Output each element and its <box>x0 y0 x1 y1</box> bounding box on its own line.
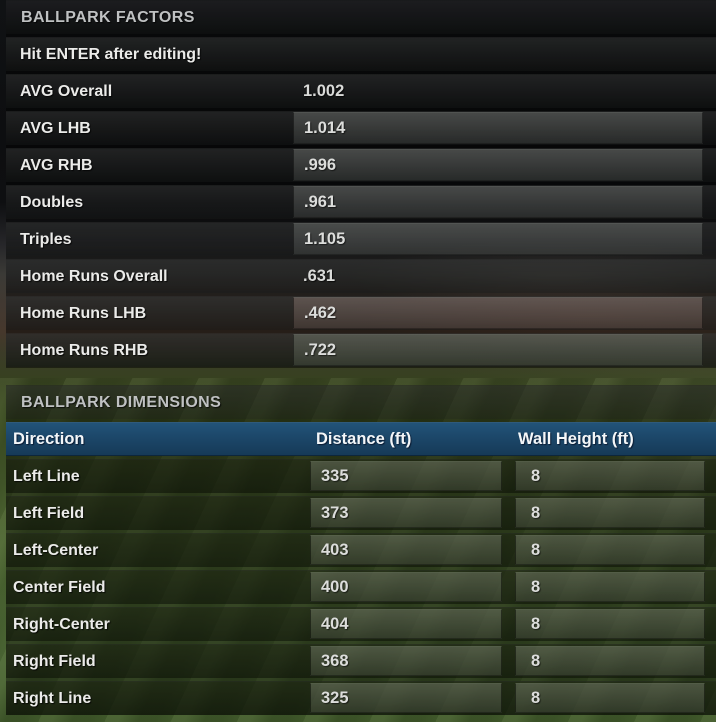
factor-row: Doubles <box>6 185 716 219</box>
dimension-row: Right-Center <box>6 607 716 641</box>
dimension-row: Left Line <box>6 459 716 493</box>
wall-height-input[interactable] <box>515 609 705 639</box>
dimensions-table-header: Direction Distance (ft) Wall Height (ft) <box>6 422 716 456</box>
wall-height-input[interactable] <box>515 535 705 565</box>
distance-input[interactable] <box>310 609 502 639</box>
factor-label: AVG LHB <box>20 119 91 137</box>
factor-row: AVG Overall 1.002 <box>6 74 716 108</box>
column-header-wall-height: Wall Height (ft) <box>518 429 634 448</box>
factor-row: AVG LHB <box>6 111 716 145</box>
dimension-row: Left-Center <box>6 533 716 567</box>
factor-label: AVG RHB <box>20 156 93 174</box>
column-header-distance: Distance (ft) <box>316 429 412 448</box>
factor-value-text: .631 <box>303 267 336 285</box>
factor-value-input[interactable] <box>293 223 703 255</box>
direction-label: Right-Center <box>13 615 110 633</box>
factor-label: Triples <box>20 230 72 248</box>
factor-label: Home Runs Overall <box>20 267 168 285</box>
factor-value-input[interactable] <box>293 297 703 329</box>
factor-value-input[interactable] <box>293 186 703 218</box>
factor-row: Home Runs RHB <box>6 333 716 367</box>
factor-label: Doubles <box>20 193 84 211</box>
factor-value-input[interactable] <box>293 112 703 144</box>
wall-height-input[interactable] <box>515 461 705 491</box>
factor-row: AVG RHB <box>6 148 716 182</box>
direction-label: Left Line <box>13 467 80 485</box>
wall-height-input[interactable] <box>515 683 705 713</box>
factor-value-text: 1.002 <box>303 82 345 100</box>
factor-row: Triples <box>6 222 716 256</box>
direction-label: Right Field <box>13 652 96 670</box>
factors-rows: Hit ENTER after editing! AVG Overall 1.00… <box>6 37 716 367</box>
direction-label: Left Field <box>13 504 85 522</box>
wall-height-input[interactable] <box>515 572 705 602</box>
dimensions-rows: Left Line Left Field Left-Center Center Fie… <box>6 459 716 715</box>
distance-input[interactable] <box>310 683 502 713</box>
distance-input[interactable] <box>310 535 502 565</box>
factor-value-input[interactable] <box>293 334 703 366</box>
distance-input[interactable] <box>310 461 502 491</box>
distance-input[interactable] <box>310 646 502 676</box>
factor-label: Home Runs LHB <box>20 304 147 322</box>
notice-row: Hit ENTER after editing! <box>6 37 716 71</box>
dimension-row: Right Line <box>6 681 716 715</box>
edit-notice-text: Hit ENTER after editing! <box>20 45 202 63</box>
ballpark-dimensions-section: BALLPARK DIMENSIONS Direction Distance (… <box>6 385 716 715</box>
ballpark-factors-section: BALLPARK FACTORS Hit ENTER after editing… <box>6 0 716 368</box>
distance-input[interactable] <box>310 498 502 528</box>
wall-height-input[interactable] <box>515 498 705 528</box>
factor-row: Home Runs LHB <box>6 296 716 330</box>
direction-label: Center Field <box>13 578 106 596</box>
factors-section-title: BALLPARK FACTORS <box>6 0 716 34</box>
dimensions-section-title: BALLPARK DIMENSIONS <box>6 385 716 419</box>
direction-label: Right Line <box>13 689 92 707</box>
column-header-direction: Direction <box>13 429 85 448</box>
direction-label: Left-Center <box>13 541 99 559</box>
factor-value-input[interactable] <box>293 149 703 181</box>
wall-height-input[interactable] <box>515 646 705 676</box>
distance-input[interactable] <box>310 572 502 602</box>
dimension-row: Center Field <box>6 570 716 604</box>
dimension-row: Left Field <box>6 496 716 530</box>
factor-label: AVG Overall <box>20 82 113 100</box>
factor-row: Home Runs Overall .631 <box>6 259 716 293</box>
dimension-row: Right Field <box>6 644 716 678</box>
factor-label: Home Runs RHB <box>20 341 149 359</box>
